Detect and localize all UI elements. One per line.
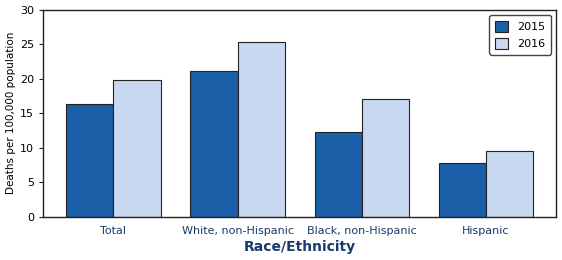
Bar	[114, 80, 161, 217]
Bar	[439, 164, 486, 217]
Y-axis label: Deaths per 100,000 population: Deaths per 100,000 population	[6, 32, 16, 194]
Bar	[486, 151, 533, 217]
Bar	[238, 42, 285, 217]
Bar	[66, 104, 114, 217]
Bar	[362, 99, 409, 217]
X-axis label: Race/Ethnicity: Race/Ethnicity	[243, 240, 356, 255]
Bar	[191, 71, 238, 217]
Bar	[315, 132, 362, 217]
Legend: 2015, 2016: 2015, 2016	[490, 15, 551, 55]
